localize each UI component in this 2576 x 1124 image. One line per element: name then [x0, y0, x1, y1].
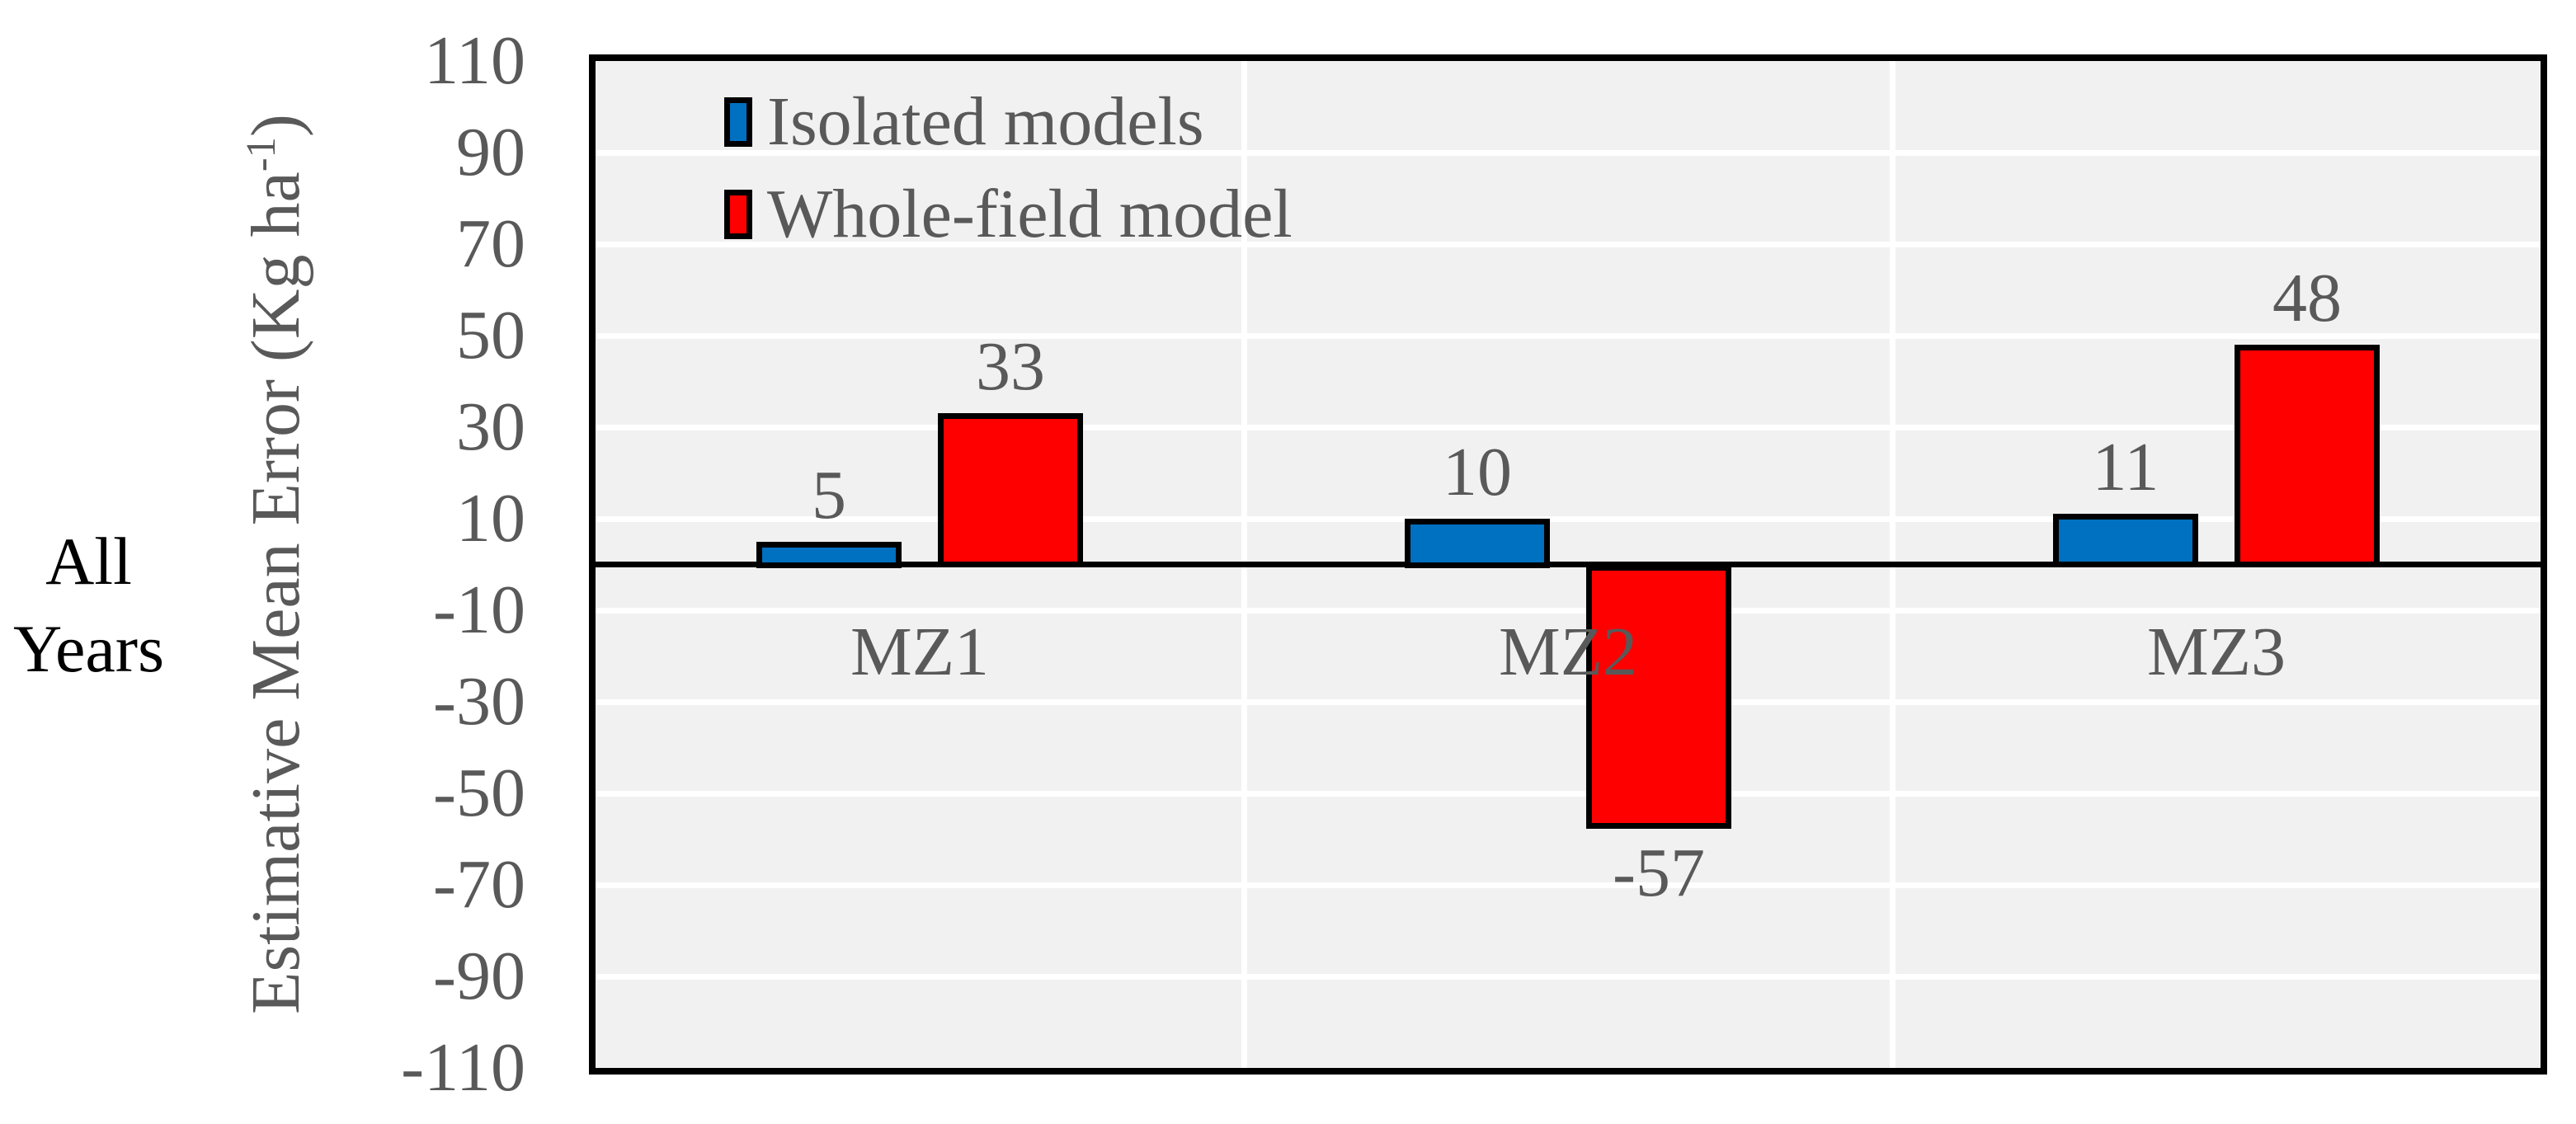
legend-item: Whole-field model — [724, 168, 1293, 261]
row-label: All Years — [0, 518, 177, 693]
y-tick-label: -70 — [433, 846, 525, 923]
y-tick-label: 110 — [424, 22, 525, 99]
legend-swatch-icon — [724, 97, 752, 147]
y-tick-label: 10 — [456, 480, 525, 557]
bar-value-label: 5 — [812, 456, 846, 534]
y-tick-label: 70 — [456, 205, 525, 282]
legend-item: Isolated models — [724, 76, 1293, 168]
gridline-horizontal — [596, 973, 2541, 980]
gridline-horizontal — [596, 882, 2541, 888]
gridline-horizontal — [596, 241, 2541, 247]
legend-swatch-icon — [724, 190, 752, 239]
gridline-horizontal — [596, 607, 2541, 614]
legend-label: Whole-field model — [767, 176, 1293, 252]
bar-value-label: 10 — [1443, 434, 1512, 510]
category-label: MZ1 — [850, 613, 989, 690]
y-tick-label: 90 — [456, 114, 525, 190]
y-tick-label: -10 — [433, 571, 525, 648]
y-tick-label: -50 — [433, 755, 525, 831]
y-tick-label: -110 — [401, 1029, 525, 1106]
bar-isolated-models-mz1 — [756, 541, 902, 568]
zero-axis-line — [596, 562, 2541, 567]
row-label-line-2: Years — [12, 611, 165, 686]
legend: Isolated models Whole-field model — [724, 76, 1293, 261]
y-tick-label: -30 — [433, 663, 525, 740]
gridline-horizontal — [596, 790, 2541, 797]
gridline-horizontal — [596, 698, 2541, 705]
y-tick-label: 50 — [456, 297, 525, 374]
bar-isolated-models-mz2 — [1405, 519, 1550, 568]
category-label: MZ3 — [2147, 613, 2286, 690]
y-axis-tick-labels: 110 90 70 50 30 10 -10 -30 -50 -70 -90 -110 — [0, 0, 525, 1124]
category-label: MZ2 — [1499, 613, 1637, 690]
bar-value-label: -57 — [1613, 834, 1705, 911]
bar-whole-field-model-mz1 — [938, 413, 1083, 568]
legend-label: Isolated models — [767, 83, 1204, 160]
bar-value-label: 33 — [976, 328, 1045, 406]
y-tick-label: -90 — [433, 938, 525, 1014]
bar-value-label: 11 — [2092, 429, 2159, 506]
y-tick-label: 30 — [456, 388, 525, 465]
bar-whole-field-model-mz2 — [1586, 564, 1731, 829]
gridline-horizontal — [596, 424, 2541, 430]
bar-value-label: 48 — [2272, 260, 2342, 337]
bar-isolated-models-mz3 — [2053, 514, 2198, 568]
row-label-line-1: All — [45, 524, 132, 599]
plot-layer: 5 10 11 33 -57 48 MZ1 MZ2 MZ3 — [596, 61, 2541, 1068]
bar-whole-field-model-mz3 — [2235, 345, 2380, 568]
gridline-horizontal — [596, 332, 2541, 339]
gridline-horizontal — [596, 515, 2541, 522]
gridline-horizontal — [596, 149, 2541, 156]
